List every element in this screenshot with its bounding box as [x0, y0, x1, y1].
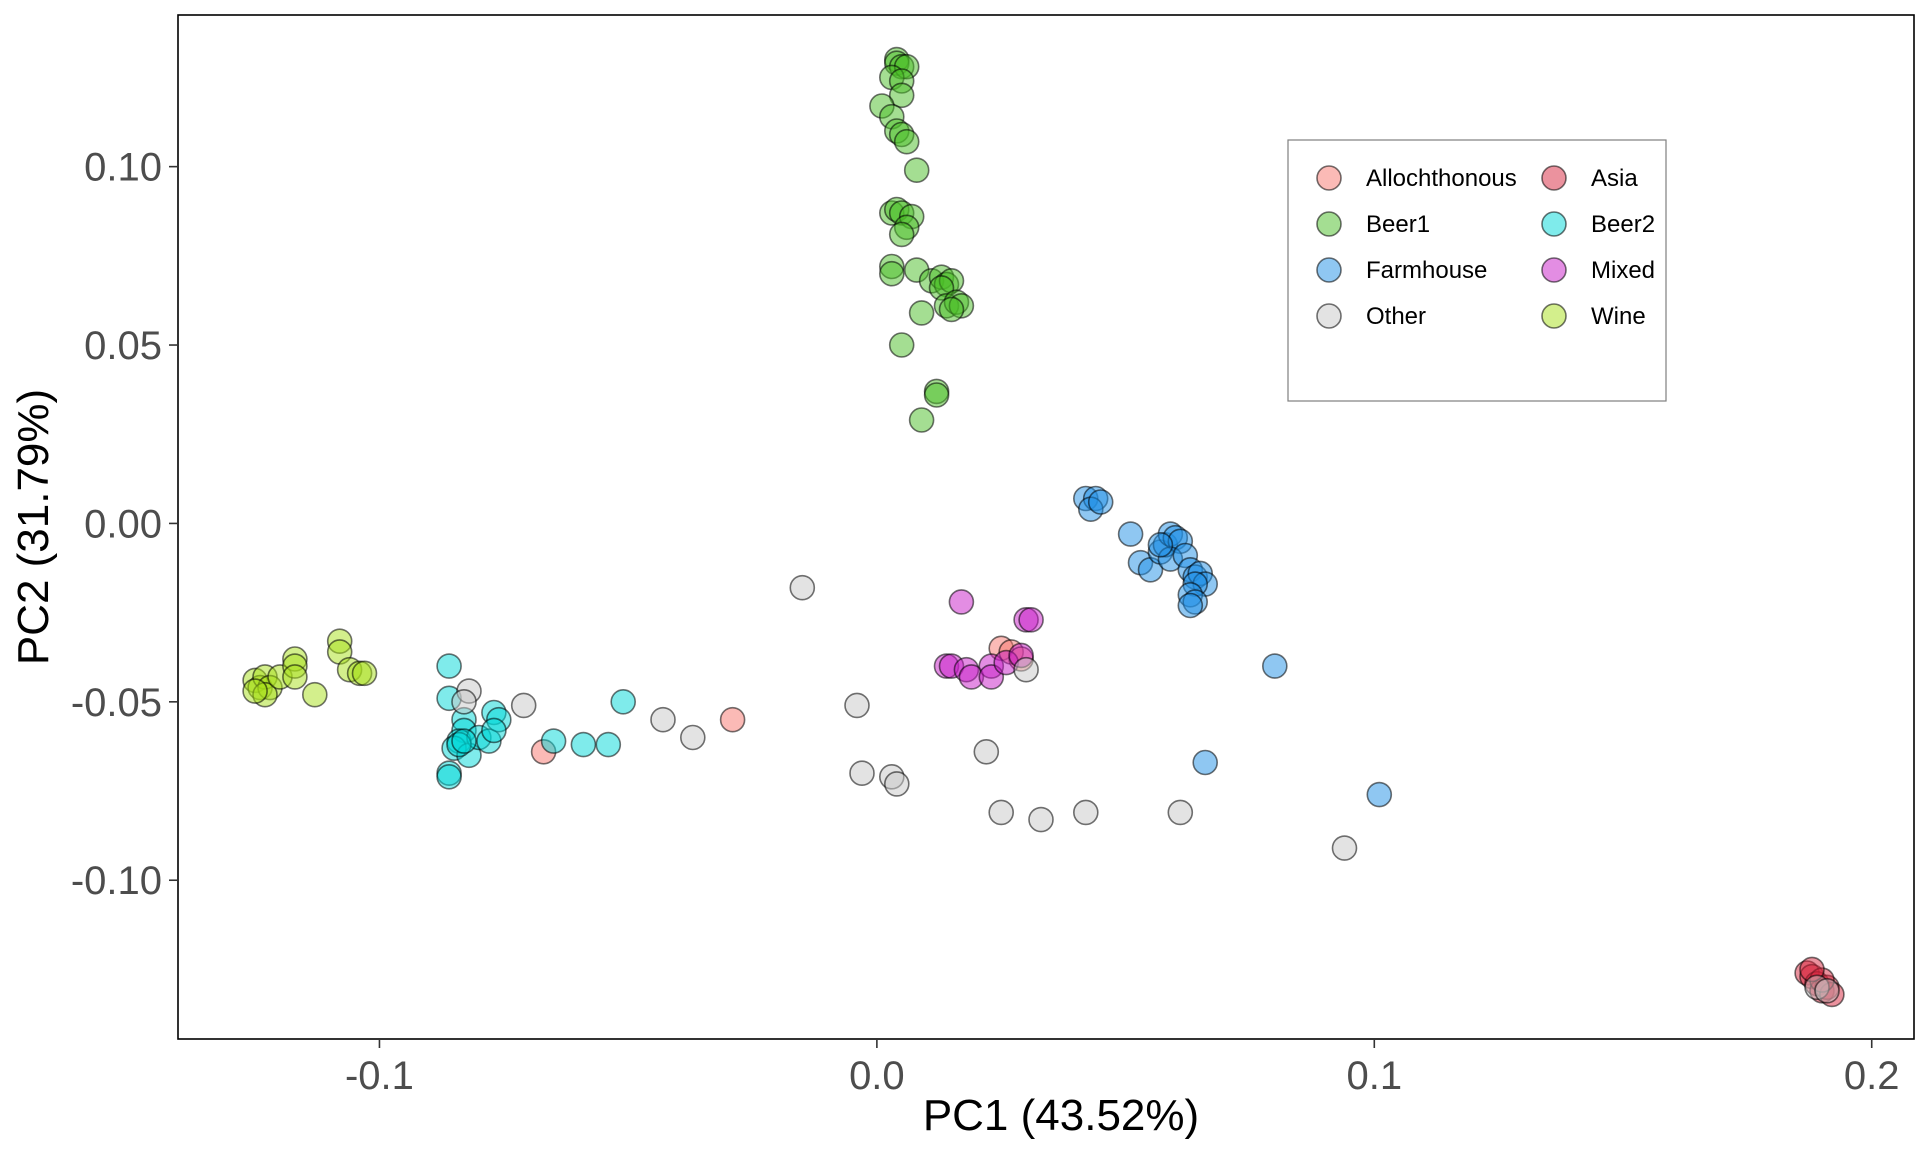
- data-point: [1073, 799, 1099, 826]
- data-point: [888, 332, 915, 358]
- legend-key: [1316, 165, 1342, 191]
- legend-label: Farmhouse: [1366, 257, 1487, 284]
- data-point: [451, 728, 477, 754]
- plot-panel-border: [177, 14, 1915, 1040]
- legend-key: [1541, 211, 1567, 237]
- data-point: [908, 407, 935, 433]
- legend-key: [1316, 303, 1342, 329]
- legend-label: Allochthonous: [1366, 165, 1517, 192]
- axes: -0.1 0.0 0.1 0.2 -0.10 -0.05 0.00 0.05 0.10: [71, 146, 1900, 1098]
- data-point: [510, 692, 537, 719]
- series-beer2: [436, 653, 637, 790]
- data-point: [650, 706, 676, 733]
- series-mixed: [933, 589, 1044, 690]
- data-point: [849, 760, 875, 787]
- data-point: [1366, 781, 1393, 808]
- data-point: [789, 574, 816, 601]
- series-farmhouse: [1073, 485, 1393, 808]
- data-point: [282, 664, 308, 690]
- data-point: [301, 681, 328, 708]
- data-point: [973, 738, 1000, 765]
- legend-label: Asia: [1591, 165, 1638, 192]
- data-point: [908, 300, 935, 326]
- data-point: [481, 717, 507, 744]
- legend-item-mixed: Mixed: [1541, 257, 1655, 284]
- data-points: [242, 46, 1845, 1008]
- legend-key: [1316, 211, 1342, 237]
- legend-item-asia: Asia: [1541, 165, 1638, 192]
- data-point: [1331, 835, 1358, 861]
- legend-item-beer1: Beer1: [1316, 211, 1430, 238]
- legend-key: [1316, 257, 1342, 283]
- data-point: [988, 799, 1015, 826]
- data-point: [888, 82, 915, 109]
- legend-label: Mixed: [1591, 257, 1655, 284]
- y-tick-label: -0.10: [71, 859, 162, 903]
- data-point: [888, 221, 915, 248]
- data-point: [893, 128, 920, 155]
- data-point: [1192, 749, 1218, 776]
- legend-key: [1541, 165, 1567, 191]
- data-point: [1117, 521, 1144, 547]
- y-tick-label: -0.05: [71, 681, 162, 725]
- series-other: [451, 574, 1840, 1004]
- data-point: [938, 296, 965, 323]
- data-point: [844, 692, 870, 719]
- data-point: [595, 731, 622, 758]
- legend-item-other: Other: [1316, 303, 1426, 330]
- data-point: [1028, 806, 1054, 833]
- data-point: [719, 706, 746, 733]
- legend-label: Beer1: [1366, 211, 1430, 238]
- y-tick-label: 0.05: [84, 324, 162, 368]
- x-axis-title: PC1 (43.52%): [923, 1091, 1199, 1140]
- data-point: [610, 688, 637, 715]
- series-wine: [242, 628, 378, 708]
- legend-item-wine: Wine: [1541, 303, 1646, 330]
- series-beer1: [869, 46, 975, 433]
- data-point: [1177, 592, 1204, 619]
- data-point: [1167, 799, 1194, 826]
- legend-label: Beer2: [1591, 211, 1655, 238]
- legend-key: [1541, 303, 1567, 329]
- legend-label: Wine: [1591, 303, 1646, 330]
- x-tick-label: 0.1: [1346, 1054, 1402, 1098]
- data-point: [1262, 653, 1288, 679]
- x-tick-label: -0.1: [345, 1054, 414, 1098]
- data-point: [570, 731, 597, 758]
- data-point: [878, 260, 905, 287]
- legend: Allochthonous Asia Beer1 Beer2 Farmhouse Mixe…: [1287, 139, 1667, 402]
- data-point: [883, 771, 910, 797]
- x-tick-label: 0.2: [1844, 1054, 1900, 1098]
- data-point: [242, 678, 268, 704]
- data-point: [351, 660, 378, 687]
- data-point: [903, 157, 930, 183]
- legend-item-beer2: Beer2: [1541, 211, 1655, 238]
- data-point: [1018, 606, 1044, 633]
- data-point: [1013, 656, 1039, 683]
- legend-key: [1541, 257, 1567, 283]
- legend-box: [1287, 139, 1667, 402]
- y-axis-title: PC2 (31.79%): [9, 389, 58, 665]
- x-tick-label: 0.0: [849, 1054, 905, 1098]
- legend-item-allochthonous: Allochthonous: [1316, 165, 1517, 192]
- data-point: [948, 589, 975, 615]
- legend-label: Other: [1366, 303, 1426, 330]
- data-point: [1147, 531, 1174, 558]
- data-point: [679, 724, 706, 751]
- legend-item-farmhouse: Farmhouse: [1316, 257, 1487, 284]
- y-tick-label: 0.00: [84, 502, 162, 546]
- data-point: [540, 728, 567, 754]
- data-point: [1087, 489, 1114, 515]
- data-point: [923, 382, 950, 408]
- data-point: [451, 688, 477, 715]
- data-point: [1814, 977, 1840, 1004]
- y-tick-label: 0.10: [84, 146, 162, 190]
- data-point: [436, 653, 462, 679]
- data-point: [436, 763, 462, 790]
